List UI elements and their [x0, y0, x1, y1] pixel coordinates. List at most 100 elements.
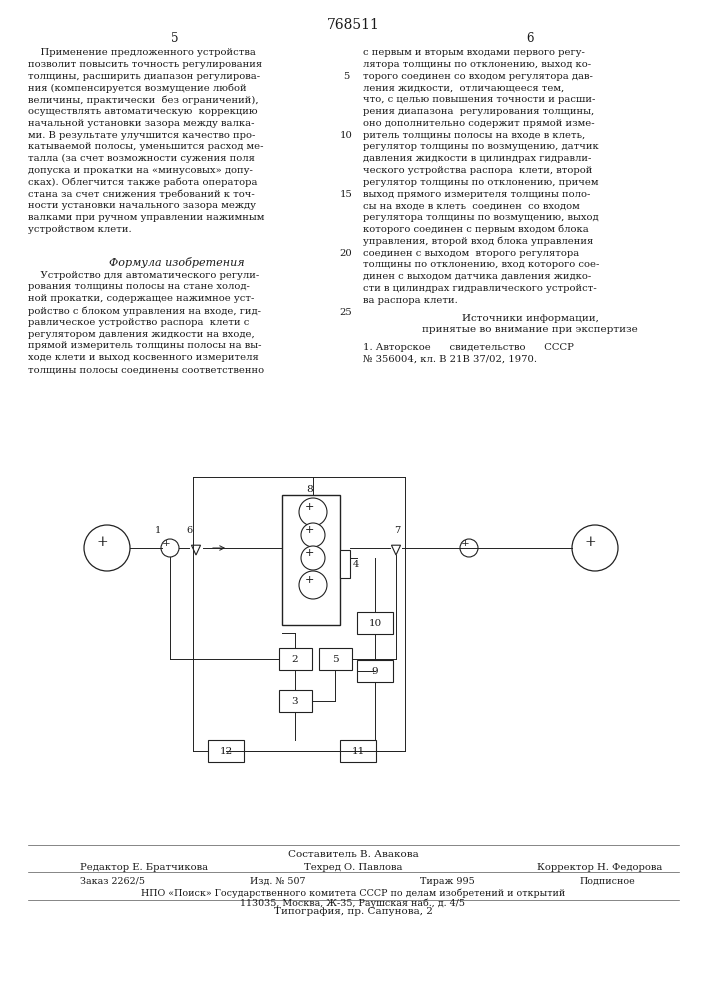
Text: выход прямого измерителя толщины поло-: выход прямого измерителя толщины поло- [363, 190, 590, 199]
Text: Редактор Е. Братчикова: Редактор Е. Братчикова [80, 863, 208, 872]
Text: 2: 2 [292, 654, 298, 664]
Bar [282, 495, 340, 625]
Text: рения диапазона  регулирования толщины,: рения диапазона регулирования толщины, [363, 107, 595, 116]
Text: 1: 1 [155, 526, 161, 535]
Text: +: + [304, 502, 314, 512]
Text: Источники информации,: Источники информации, [462, 314, 598, 323]
Circle shape [84, 525, 130, 571]
Text: Составитель В. Авакова: Составитель В. Авакова [288, 850, 419, 859]
Text: 768511: 768511 [327, 18, 380, 32]
Text: Применение предложенного устройства: Применение предложенного устройства [28, 48, 256, 57]
Text: +: + [461, 538, 469, 548]
Text: +: + [304, 575, 314, 585]
Polygon shape [392, 545, 401, 555]
Text: допуска и прокатки на «минусовых» допу-: допуска и прокатки на «минусовых» допу- [28, 166, 253, 175]
Text: 12: 12 [219, 746, 233, 756]
Text: Формула изобретения: Формула изобретения [109, 257, 245, 268]
Text: 6: 6 [186, 526, 192, 535]
Text: величины, практически  без ограничений),: величины, практически без ограничений), [28, 95, 259, 105]
Bar [357, 660, 393, 682]
Bar [357, 612, 393, 634]
Text: толщины, расширить диапазон регулирова-: толщины, расширить диапазон регулирова- [28, 72, 260, 81]
Bar [208, 740, 244, 762]
Text: рования толщины полосы на стане холод-: рования толщины полосы на стане холод- [28, 282, 250, 291]
Text: 5: 5 [332, 654, 339, 664]
Text: +: + [304, 548, 314, 558]
Text: сы на входе в клеть  соединен  со входом: сы на входе в клеть соединен со входом [363, 201, 580, 210]
Text: 5: 5 [343, 72, 349, 81]
Text: толщины полосы соединены соответственно: толщины полосы соединены соответственно [28, 365, 264, 374]
Text: осуществлять автоматическую  коррекцию: осуществлять автоматическую коррекцию [28, 107, 257, 116]
Text: начальной установки зазора между валка-: начальной установки зазора между валка- [28, 119, 255, 128]
Text: 113035, Москва, Ж-35, Раушская наб., д. 4/5: 113035, Москва, Ж-35, Раушская наб., д. … [240, 899, 465, 908]
Text: управления, второй вход блока управления: управления, второй вход блока управления [363, 237, 593, 246]
Text: +: + [96, 535, 107, 549]
Text: Типография, пр. Сапунова, 2: Типография, пр. Сапунова, 2 [274, 907, 433, 916]
Text: ритель толщины полосы на входе в клеть,: ритель толщины полосы на входе в клеть, [363, 131, 585, 140]
Text: Изд. № 507: Изд. № 507 [250, 877, 305, 886]
Text: лятора толщины по отклонению, выход ко-: лятора толщины по отклонению, выход ко- [363, 60, 591, 69]
Text: ми. В результате улучшится качество про-: ми. В результате улучшится качество про- [28, 131, 255, 140]
Text: +: + [304, 525, 314, 535]
Text: устройством клети.: устройством клети. [28, 225, 132, 234]
Text: давления жидкости в цилиндрах гидравли-: давления жидкости в цилиндрах гидравли- [363, 154, 591, 163]
Circle shape [301, 523, 325, 547]
Text: сти в цилиндрах гидравлического устройст-: сти в цилиндрах гидравлического устройст… [363, 284, 597, 293]
Circle shape [161, 539, 179, 557]
Text: позволит повысить точность регулирования: позволит повысить точность регулирования [28, 60, 262, 69]
Polygon shape [192, 545, 201, 555]
Text: валками при ручном управлении нажимным: валками при ручном управлении нажимным [28, 213, 264, 222]
Text: регулятора толщины по возмущению, выход: регулятора толщины по возмущению, выход [363, 213, 599, 222]
Circle shape [299, 571, 327, 599]
Text: Устройство для автоматического регули-: Устройство для автоматического регули- [28, 271, 259, 280]
Text: 9: 9 [372, 666, 378, 676]
Text: 6: 6 [526, 32, 534, 45]
Text: 7: 7 [394, 526, 400, 535]
Bar [279, 690, 312, 712]
Text: ва распора клети.: ва распора клети. [363, 296, 457, 305]
Circle shape [572, 525, 618, 571]
Text: которого соединен с первым входом блока: которого соединен с первым входом блока [363, 225, 589, 234]
Text: 10: 10 [339, 131, 352, 140]
Text: что, с целью повышения точности и расши-: что, с целью повышения точности и расши- [363, 95, 595, 104]
Text: равлическое устройство распора  клети с: равлическое устройство распора клети с [28, 318, 250, 327]
Text: оно дополнительно содержит прямой изме-: оно дополнительно содержит прямой изме- [363, 119, 595, 128]
Text: динен с выходом датчика давления жидко-: динен с выходом датчика давления жидко- [363, 272, 591, 281]
Text: стана за счет снижения требований к точ-: стана за счет снижения требований к точ- [28, 190, 255, 199]
Text: ния (компенсируется возмущение любой: ния (компенсируется возмущение любой [28, 83, 247, 93]
Text: катываемой полосы, уменьшится расход ме-: катываемой полосы, уменьшится расход ме- [28, 142, 264, 151]
Bar [340, 550, 350, 578]
Text: +: + [584, 535, 596, 549]
Text: НПО «Поиск» Государственного комитета СССР по делам изобретений и открытий: НПО «Поиск» Государственного комитета СС… [141, 888, 565, 898]
Text: ходе клети и выход косвенного измерителя: ходе клети и выход косвенного измерителя [28, 353, 259, 362]
Bar [279, 648, 312, 670]
Text: Тираж 995: Тираж 995 [420, 877, 474, 886]
Text: регулятор толщины по возмущению, датчик: регулятор толщины по возмущению, датчик [363, 142, 599, 151]
Bar [319, 648, 352, 670]
Circle shape [460, 539, 478, 557]
Text: талла (за счет возможности сужения поля: талла (за счет возможности сужения поля [28, 154, 255, 163]
Text: 3: 3 [292, 696, 298, 706]
Text: Техред О. Павлова: Техред О. Павлова [304, 863, 402, 872]
Text: ной прокатки, содержащее нажимное уст-: ной прокатки, содержащее нажимное уст- [28, 294, 255, 303]
Text: 1. Авторское      свидетельство      СССР: 1. Авторское свидетельство СССР [363, 343, 574, 352]
Text: принятые во внимание при экспертизе: принятые во внимание при экспертизе [422, 325, 638, 334]
Text: № 356004, кл. В 21В 37/02, 1970.: № 356004, кл. В 21В 37/02, 1970. [363, 355, 537, 364]
Bar [340, 740, 376, 762]
Text: регулятором давления жидкости на входе,: регулятором давления жидкости на входе, [28, 330, 255, 339]
Text: Подписное: Подписное [580, 877, 636, 886]
Circle shape [301, 546, 325, 570]
Text: 8: 8 [307, 485, 313, 494]
Circle shape [299, 498, 327, 526]
Text: Корректор Н. Федорова: Корректор Н. Федорова [537, 863, 662, 872]
Text: регулятор толщины по отклонению, причем: регулятор толщины по отклонению, причем [363, 178, 599, 187]
Text: ройство с блоком управления на входе, гид-: ройство с блоком управления на входе, ги… [28, 306, 261, 316]
Text: толщины по отклонению, вход которого сое-: толщины по отклонению, вход которого сое… [363, 260, 600, 269]
Text: 5: 5 [171, 32, 179, 45]
Text: +: + [162, 538, 170, 548]
Text: ления жидкости,  отличающееся тем,: ления жидкости, отличающееся тем, [363, 83, 564, 92]
Text: торого соединен со входом регулятора дав-: торого соединен со входом регулятора дав… [363, 72, 593, 81]
Text: ческого устройства распора  клети, второй: ческого устройства распора клети, второй [363, 166, 592, 175]
Text: 20: 20 [339, 249, 352, 258]
Text: 11: 11 [351, 746, 365, 756]
